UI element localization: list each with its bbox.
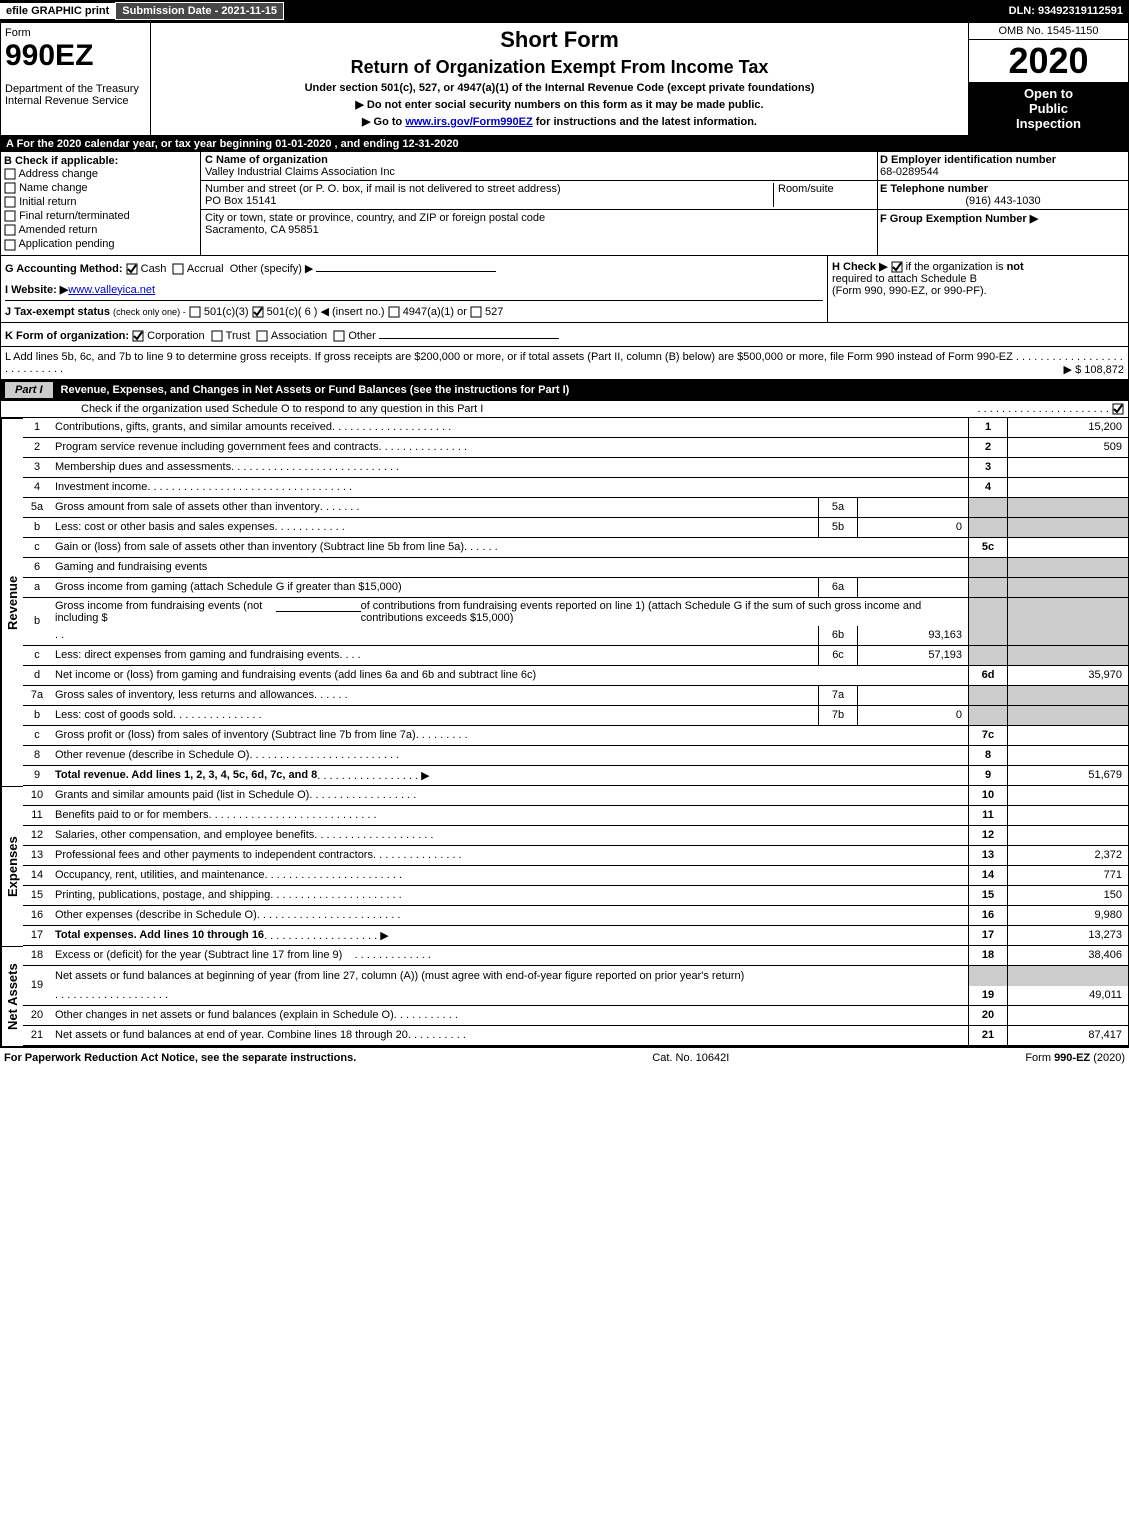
c-label: C Name of organization <box>205 154 328 166</box>
checkbox-empty-icon[interactable] <box>172 263 184 275</box>
omb-number: OMB No. 1545-1150 <box>969 23 1128 40</box>
tax-year: 2020 <box>969 40 1128 82</box>
netassets-label: Net Assets <box>1 946 23 1046</box>
footer-cat: Cat. No. 10642I <box>652 1052 729 1064</box>
checkbox-checked-icon[interactable] <box>126 263 138 275</box>
open-to-public: Open to Public Inspection <box>969 82 1128 135</box>
checkbox-empty-icon[interactable] <box>211 330 223 342</box>
expenses-label: Expenses <box>1 786 23 946</box>
chk-name-change[interactable]: Name change <box>4 181 197 195</box>
checkbox-empty-icon <box>4 210 16 222</box>
b-heading: B Check if applicable: <box>4 155 197 167</box>
footer-right: Form 990-EZ (2020) <box>1025 1052 1125 1064</box>
part-i-grid: Revenue 1 Contributions, gifts, grants, … <box>0 418 1129 1046</box>
section-h: H Check ▶ if the organization is not req… <box>828 256 1128 322</box>
checkbox-empty-icon <box>4 182 16 194</box>
line-1-num: 1 <box>23 418 51 438</box>
row-a-tax-year: A For the 2020 calendar year, or tax yea… <box>0 136 1129 152</box>
line-g: G Accounting Method: Cash Accrual Other … <box>5 260 823 275</box>
street: PO Box 15141 <box>205 195 277 207</box>
submission-date: Submission Date - 2021-11-15 <box>115 2 284 20</box>
part-i-bar: Part I Revenue, Expenses, and Changes in… <box>0 380 1129 401</box>
short-form-title: Short Form <box>155 27 964 53</box>
city: Sacramento, CA 95851 <box>205 224 319 236</box>
checkbox-checked-icon[interactable] <box>891 261 903 273</box>
dln: DLN: 93492319112591 <box>1009 5 1129 17</box>
line-l: L Add lines 5b, 6c, and 7b to line 9 to … <box>0 347 1129 380</box>
line-j: J Tax-exempt status (check only one) - 5… <box>5 300 823 318</box>
checkbox-checked-icon[interactable] <box>252 306 264 318</box>
e-label: E Telephone number <box>880 183 988 195</box>
part-i-label: Part I <box>5 382 53 398</box>
top-bar: efile GRAPHIC print Submission Date - 20… <box>0 0 1129 22</box>
section-bcd: B Check if applicable: Address change Na… <box>0 152 1129 256</box>
room-suite-label: Room/suite <box>773 183 873 207</box>
goto-post: for instructions and the latest informat… <box>533 116 757 128</box>
section-ghij: G Accounting Method: Cash Accrual Other … <box>0 256 1129 323</box>
page-footer: For Paperwork Reduction Act Notice, see … <box>0 1046 1129 1068</box>
form-number: 990EZ <box>5 39 146 73</box>
goto-link-line: ▶ Go to www.irs.gov/Form990EZ for instru… <box>155 115 964 128</box>
chk-address-change[interactable]: Address change <box>4 167 197 181</box>
line-1-desc: Contributions, gifts, grants, and simila… <box>51 418 968 438</box>
footer-left: For Paperwork Reduction Act Notice, see … <box>4 1052 356 1064</box>
city-label: City or town, state or province, country… <box>205 212 545 224</box>
ssn-warning: ▶ Do not enter social security numbers o… <box>155 98 964 111</box>
street-label: Number and street (or P. O. box, if mail… <box>205 183 561 195</box>
checkbox-checked-icon[interactable] <box>132 330 144 342</box>
irs-link[interactable]: www.irs.gov/Form990EZ <box>405 116 532 128</box>
checkbox-empty-icon <box>4 239 16 251</box>
part-i-title: Revenue, Expenses, and Changes in Net As… <box>61 384 570 396</box>
revenue-label: Revenue <box>1 418 23 786</box>
part-i-schedule-o-check: Check if the organization used Schedule … <box>0 401 1129 418</box>
checkbox-empty-icon <box>4 196 16 208</box>
checkbox-empty-icon[interactable] <box>333 330 345 342</box>
line-l-amount: ▶ $ 108,872 <box>1064 363 1124 376</box>
form-word: Form <box>5 27 146 39</box>
efile-label: efile GRAPHIC print <box>0 3 115 19</box>
checkbox-empty-icon[interactable] <box>470 306 482 318</box>
line-1-val: 15,200 <box>1008 418 1128 438</box>
line-k: K Form of organization: Corporation Trus… <box>0 323 1129 347</box>
checkbox-empty-icon[interactable] <box>256 330 268 342</box>
chk-final-return[interactable]: Final return/terminated <box>4 209 197 223</box>
line-i: I Website: ▶www.valleyica.net <box>5 283 823 296</box>
checkbox-checked-icon[interactable] <box>1112 403 1124 415</box>
main-title: Return of Organization Exempt From Incom… <box>155 57 964 78</box>
chk-initial-return[interactable]: Initial return <box>4 195 197 209</box>
form-header: Form 990EZ Department of the Treasury In… <box>0 22 1129 136</box>
checkbox-empty-icon <box>4 224 16 236</box>
under-section: Under section 501(c), 527, or 4947(a)(1)… <box>155 82 964 94</box>
chk-amended-return[interactable]: Amended return <box>4 223 197 237</box>
phone: (916) 443-1030 <box>880 195 1126 207</box>
f-label: F Group Exemption Number ▶ <box>880 213 1038 225</box>
ein: 68-0289544 <box>880 166 939 178</box>
org-name: Valley Industrial Claims Association Inc <box>205 166 395 178</box>
checkbox-empty-icon <box>4 168 16 180</box>
irs: Internal Revenue Service <box>5 95 146 107</box>
dept-treasury: Department of the Treasury <box>5 83 146 95</box>
line-1-rn: 1 <box>968 418 1008 438</box>
website-link[interactable]: www.valleyica.net <box>68 284 155 296</box>
checkbox-empty-icon[interactable] <box>189 306 201 318</box>
checkbox-empty-icon[interactable] <box>388 306 400 318</box>
chk-app-pending[interactable]: Application pending <box>4 237 197 251</box>
goto-pre: ▶ Go to <box>362 116 405 128</box>
d-label: D Employer identification number <box>880 154 1056 166</box>
